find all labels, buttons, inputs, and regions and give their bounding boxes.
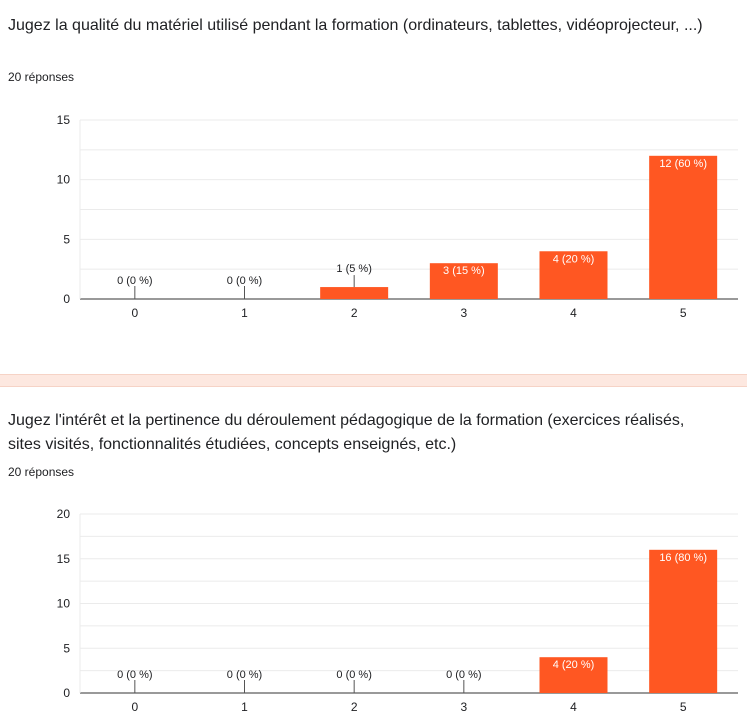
- bar: [539, 657, 608, 693]
- y-tick-label: 5: [63, 232, 70, 246]
- response-count: 20 réponses: [8, 70, 75, 84]
- card-separator: [0, 374, 747, 387]
- bar-chart-2: 0 5 10 15 20 0 (0 %) 0 0 (0 %) 1 0 (0 %) 2 0 (0 %) 3…: [57, 507, 738, 714]
- y-tick-label: 0: [63, 686, 70, 700]
- bar-chart-1: 0 5 10 15 0 (0 %) 0 0 (0 %) 1 1 (5 %) 2 3 (15 %) 3 4…: [57, 113, 738, 320]
- bar: [320, 287, 389, 299]
- x-tick-label: 2: [351, 700, 358, 714]
- x-tick-label: 0: [131, 306, 138, 320]
- data-label: 1 (5 %): [336, 263, 371, 275]
- x-tick-label: 2: [351, 306, 358, 320]
- question-card-1: Jugez la qualité du matériel utilisé pen…: [8, 17, 738, 320]
- bar: [429, 263, 498, 299]
- data-label: 0 (0 %): [117, 669, 152, 681]
- data-label: 4 (20 %): [553, 253, 595, 265]
- y-tick-label: 15: [57, 552, 71, 566]
- data-label: 0 (0 %): [227, 275, 262, 287]
- data-label: 0 (0 %): [117, 275, 152, 287]
- x-tick-label: 5: [680, 306, 687, 320]
- y-tick-label: 10: [57, 597, 71, 611]
- data-label: 3 (15 %): [443, 265, 485, 277]
- x-tick-label: 4: [570, 700, 577, 714]
- x-tick-label: 4: [570, 306, 577, 320]
- bar: [649, 549, 718, 693]
- bar: [649, 155, 718, 299]
- x-tick-label: 5: [680, 700, 687, 714]
- y-tick-label: 0: [63, 292, 70, 306]
- data-label: 0 (0 %): [227, 669, 262, 681]
- data-label: 0 (0 %): [336, 669, 371, 681]
- data-label: 12 (60 %): [659, 158, 707, 170]
- response-count: 20 réponses: [8, 465, 75, 479]
- x-tick-label: 3: [460, 700, 467, 714]
- y-tick-label: 10: [57, 173, 71, 187]
- data-label: 0 (0 %): [446, 669, 481, 681]
- bar: [539, 251, 608, 299]
- y-tick-label: 15: [57, 113, 71, 127]
- question-card-2: Jugez l'intérêt et la pertinence du déro…: [0, 387, 747, 727]
- data-label: 16 (80 %): [659, 552, 707, 564]
- data-label: 4 (20 %): [553, 659, 595, 671]
- x-tick-label: 3: [460, 306, 467, 320]
- question-title: Jugez l'intérêt et la pertinence du déro…: [8, 412, 685, 453]
- x-tick-label: 1: [241, 306, 248, 320]
- y-tick-label: 20: [57, 507, 71, 521]
- x-tick-label: 0: [131, 700, 138, 714]
- x-tick-label: 1: [241, 700, 248, 714]
- y-tick-label: 5: [63, 641, 70, 655]
- question-title: Jugez la qualité du matériel utilisé pen…: [8, 17, 703, 34]
